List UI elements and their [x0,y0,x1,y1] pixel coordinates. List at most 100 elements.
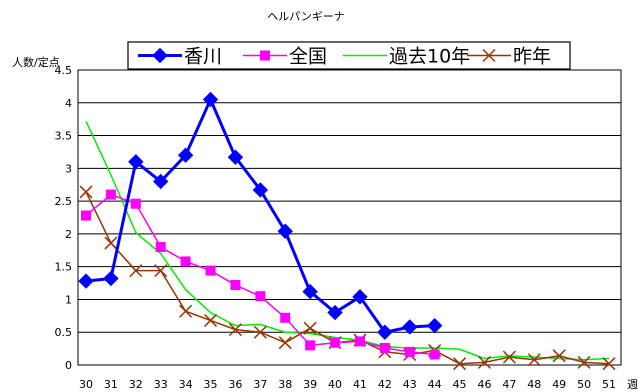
series-line [85,191,610,365]
data-point [577,355,591,369]
legend-marker [152,47,168,64]
x-tick-label: 46 [477,378,491,391]
data-point [128,154,144,170]
y-tick-label: 1 [65,293,72,306]
legend-item: 全国 [243,46,327,68]
x-tick-label: 43 [403,378,417,391]
data-point [230,280,241,291]
legend-item: 香川 [138,46,222,68]
chart-title: ヘルパンギーナ [267,10,345,23]
data-point [426,317,443,334]
data-point [302,283,318,300]
legend: 香川 全国 過去10年 昨年 [127,41,571,70]
data-point [354,336,365,347]
data-point [352,289,368,305]
y-tick-label: 4 [65,97,72,110]
data-point [227,149,244,165]
data-point [154,264,168,278]
data-point [203,313,218,327]
x-marker-stroke [228,323,242,337]
x-tick-label: 49 [552,378,566,391]
data-point [552,349,566,363]
y-tick-label: 0.5 [55,326,73,339]
x-marker-stroke [577,355,591,369]
data-point [103,270,119,287]
data-point [253,325,267,339]
data-point [153,173,169,190]
x-tick-label: 47 [502,378,516,391]
x-marker-stroke [203,313,218,327]
x-marker-stroke [552,349,566,363]
data-point [278,336,292,350]
data-point [477,355,492,369]
x-tick-label: 44 [428,378,442,391]
data-point [81,210,91,221]
data-point [404,346,415,357]
x-marker-stroke [602,357,616,371]
legend-label: 全国 [289,46,327,68]
plot-area-frame [77,69,622,366]
x-marker-stroke [453,357,467,371]
data-point [377,324,393,340]
x-tick-label: 36 [228,378,242,391]
data-point [105,189,116,200]
legend-marker [482,48,496,63]
data-point [527,353,541,367]
x-tick-label: 37 [253,378,267,391]
data-point [130,198,141,209]
x-tick-label: 42 [378,378,392,391]
y-tick-label: 4.5 [55,64,73,77]
y-tick-label: 2.5 [55,195,73,208]
x-marker-stroke [154,264,168,278]
data-point [177,147,194,163]
data-point [327,304,343,321]
x-tick-label: 33 [154,378,168,391]
data-point [330,337,341,348]
data-point [402,319,418,335]
x-marker-stroke [502,350,516,364]
data-point [78,273,94,289]
data-point [228,323,242,337]
data-point [255,291,266,302]
x-marker-stroke [104,236,118,250]
series-3 [85,120,610,361]
x-tick-label: 39 [303,378,317,391]
x-marker-stroke [129,264,143,278]
x-tick-label: 41 [353,378,367,391]
data-point [179,304,193,318]
x-tick-label: 35 [204,378,218,391]
y-tick-labels: 0 0.5 1 1.5 2 2.5 3 3.5 4 4.5 [55,64,73,372]
data-point [104,236,118,250]
x-tick-label: 40 [328,378,342,391]
data-point [202,91,219,108]
legend-marker [260,50,270,61]
series-2 [81,189,440,360]
data-point [205,265,216,276]
legend-item: 昨年 [467,46,551,68]
x-tick-label: 31 [104,378,118,391]
y-tick-label: 3.5 [55,130,73,143]
x-tick-label: 48 [527,378,541,391]
data-point [79,185,93,199]
x-tick-label: 34 [179,378,193,391]
x-tick-label: 38 [278,378,292,391]
x-marker-stroke [527,353,541,367]
x-tick-label: 50 [577,378,591,391]
legend-label: 香川 [184,46,222,68]
y-axis-label: 人数/定点 [12,55,60,69]
data-point [180,256,191,267]
y-tick-label: 0 [65,359,72,372]
legend-label: 過去10年 [389,46,470,68]
data-point [155,242,166,252]
x-axis-label: 週 [627,378,638,391]
x-tick-label: 32 [129,378,143,391]
x-tick-label: 30 [79,378,93,391]
y-tick-label: 1.5 [55,261,73,274]
legend-label: 昨年 [513,46,551,68]
data-point [502,350,516,364]
data-point [429,349,440,360]
data-point [305,340,316,351]
x-marker-stroke [79,185,93,199]
data-point [453,357,467,371]
